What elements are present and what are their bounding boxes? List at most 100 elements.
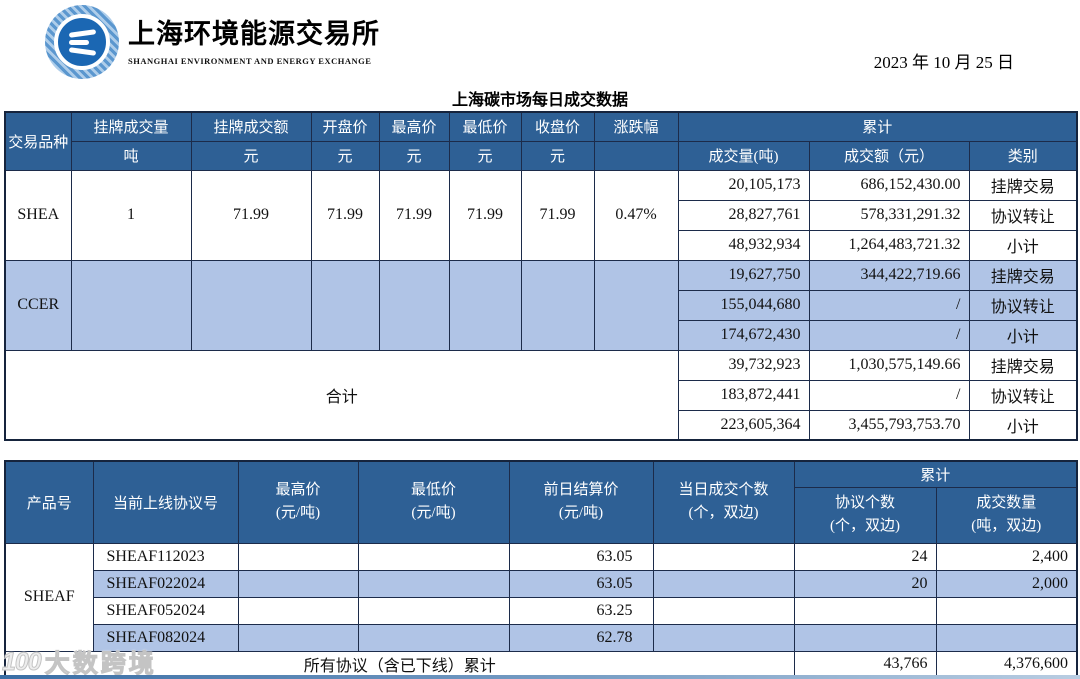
t2-row0-cum-count: 24 — [793, 542, 937, 571]
t1-ccer-cum2-volume: 174,672,430 — [677, 319, 810, 351]
t2-header-cumulative: 累计 — [793, 460, 1078, 488]
t1-shea-cum2-category: 小计 — [968, 229, 1078, 261]
table-row: 28,827,761 578,331,291.32 协议转让 — [5, 199, 1078, 231]
t1-header-cumulative: 累计 — [677, 111, 1078, 142]
t1-header-product: 交易品种 — [4, 111, 72, 171]
t1-unit-change-empty — [593, 140, 679, 171]
t2-footer-label: 所有协议（含已下线）累计 — [4, 650, 795, 677]
t2-row1-low — [357, 569, 510, 598]
t2-row0-cum-volume: 2,400 — [935, 542, 1078, 571]
org-name-block: 上海环境能源交易所 SHANGHAI ENVIRONMENT AND ENERG… — [128, 12, 380, 66]
report-date: 2023 年 10 月 25 日 — [873, 53, 1014, 72]
t2-row2-cum-volume — [935, 596, 1078, 625]
t1-unit-yuan-2: 元 — [310, 140, 380, 171]
exchange-logo-icon — [45, 5, 119, 79]
t1-unit-yuan-4: 元 — [448, 140, 522, 171]
t2-footer-cum-volume: 4,376,600 — [935, 650, 1078, 677]
t1-header-listed-amount: 挂牌成交额 — [190, 111, 312, 142]
t1-ccer-cum0-category: 挂牌交易 — [968, 259, 1078, 291]
t1-ccer-cum0-amount: 344,422,719.66 — [808, 259, 970, 291]
t1-ccer-empty-4 — [378, 259, 450, 351]
t1-shea-name: SHEA — [4, 169, 72, 261]
t2-row2-agreement: SHEAF052024 — [92, 596, 239, 625]
table-row: 所有协议（含已下线）累计 43,766 4,376,600 — [4, 650, 1078, 677]
t2-header-prev-settle: 前日结算价 (元/吨) — [508, 460, 654, 544]
t2-row1-day-count — [652, 569, 795, 598]
table-row: 155,044,680 / 协议转让 — [5, 289, 1078, 321]
t2-footer-cum-count: 43,766 — [793, 650, 937, 677]
t1-header-low: 最低价 — [448, 111, 522, 142]
t2-header-day-count: 当日成交个数 (个，双边) — [652, 460, 795, 544]
t1-shea-open: 71.99 — [310, 169, 380, 261]
forward-products-table: 产品号 当前上线协议号 最高价 (元/吨) 最低价 (元/吨) 前日结算价 (元… — [4, 460, 1079, 678]
t1-shea-cum1-category: 协议转让 — [968, 199, 1078, 231]
t2-row0-agreement: SHEAF112023 — [92, 542, 239, 571]
t2-row3-cum-volume — [935, 623, 1078, 652]
org-name-en: SHANGHAI ENVIRONMENT AND ENERGY EXCHANGE — [128, 56, 372, 66]
t1-shea-cum0-category: 挂牌交易 — [968, 169, 1078, 201]
t1-header-cum-amount: 成交额（元） — [808, 140, 970, 171]
t2-header-agreement: 当前上线协议号 — [92, 460, 239, 544]
table-row: SHEAF022024 63.05 20 2,000 — [5, 569, 1078, 598]
t1-shea-change: 0.47% — [593, 169, 679, 261]
t1-ccer-cum1-volume: 155,044,680 — [677, 289, 810, 321]
logo-e-mark-icon — [54, 14, 110, 70]
table-row: SHEAF052024 63.25 — [5, 596, 1078, 625]
table-row: 合计 39,732,923 1,030,575,149.66 挂牌交易 — [4, 349, 1078, 441]
t1-unit-yuan-3: 元 — [378, 140, 450, 171]
t2-product-name: SHEAF — [4, 542, 94, 652]
t1-total-cum0-volume: 39,732,923 — [677, 349, 810, 381]
t1-total-cum2-category: 小计 — [968, 409, 1078, 441]
t1-ccer-cum1-category: 协议转让 — [968, 289, 1078, 321]
t1-shea-cum1-amount: 578,331,291.32 — [808, 199, 970, 231]
t1-shea-high: 71.99 — [378, 169, 450, 261]
t2-row0-day-count — [652, 542, 795, 571]
t2-header-product: 产品号 — [4, 460, 94, 544]
t2-row0-high — [237, 542, 359, 571]
t2-row0-low — [357, 542, 510, 571]
t1-ccer-name: CCER — [4, 259, 72, 351]
t1-total-cum1-volume: 183,872,441 — [677, 379, 810, 411]
t1-ccer-empty-3 — [310, 259, 380, 351]
t1-ccer-cum1-amount: / — [808, 289, 970, 321]
t2-header-cum-volume: 成交数量 (吨，双边) — [935, 486, 1078, 544]
t1-shea-cum0-volume: 20,105,173 — [677, 169, 810, 201]
t1-header-close: 收盘价 — [520, 111, 595, 142]
t1-header-change: 涨跌幅 — [593, 111, 679, 142]
t2-row1-agreement: SHEAF022024 — [92, 569, 239, 598]
t2-row2-high — [237, 596, 359, 625]
t1-header-cum-volume: 成交量(吨) — [677, 140, 810, 171]
t2-header-cum-count: 协议个数 (个，双边) — [793, 486, 937, 544]
t1-shea-cum1-volume: 28,827,761 — [677, 199, 810, 231]
t1-total-cum2-amount: 3,455,793,753.70 — [808, 409, 970, 441]
bottom-edge-bar — [0, 675, 1080, 679]
t2-row1-cum-volume: 2,000 — [935, 569, 1078, 598]
t2-row3-prev-settle: 62.78 — [508, 623, 654, 652]
t1-ccer-empty-1 — [70, 259, 192, 351]
t1-shea-listed-amount: 71.99 — [190, 169, 312, 261]
t1-header-open: 开盘价 — [310, 111, 380, 142]
t1-ccer-empty-5 — [448, 259, 522, 351]
t2-header-low: 最低价 (元/吨) — [357, 460, 510, 544]
t2-row1-high — [237, 569, 359, 598]
t2-row2-low — [357, 596, 510, 625]
t1-unit-yuan-5: 元 — [520, 140, 595, 171]
table-row: 223,605,364 3,455,793,753.70 小计 — [5, 409, 1078, 441]
t1-header-high: 最高价 — [378, 111, 450, 142]
t2-row3-cum-count — [793, 623, 937, 652]
t1-total-cum0-amount: 1,030,575,149.66 — [808, 349, 970, 381]
table-row: SHEA 1 71.99 71.99 71.99 71.99 71.99 0.4… — [4, 169, 1078, 261]
t2-row3-high — [237, 623, 359, 652]
t1-total-cum1-category: 协议转让 — [968, 379, 1078, 411]
t1-shea-cum2-volume: 48,932,934 — [677, 229, 810, 261]
t1-total-cum1-amount: / — [808, 379, 970, 411]
t2-row2-day-count — [652, 596, 795, 625]
t2-row1-cum-count: 20 — [793, 569, 937, 598]
t1-total-cum2-volume: 223,605,364 — [677, 409, 810, 441]
t1-ccer-empty-6 — [520, 259, 595, 351]
t1-total-cum0-category: 挂牌交易 — [968, 349, 1078, 381]
t1-shea-close: 71.99 — [520, 169, 595, 261]
doc-title: 上海碳市场每日成交数据 — [451, 92, 628, 109]
org-name-cn: 上海环境能源交易所 — [128, 19, 380, 49]
t1-total-label: 合计 — [4, 349, 679, 441]
